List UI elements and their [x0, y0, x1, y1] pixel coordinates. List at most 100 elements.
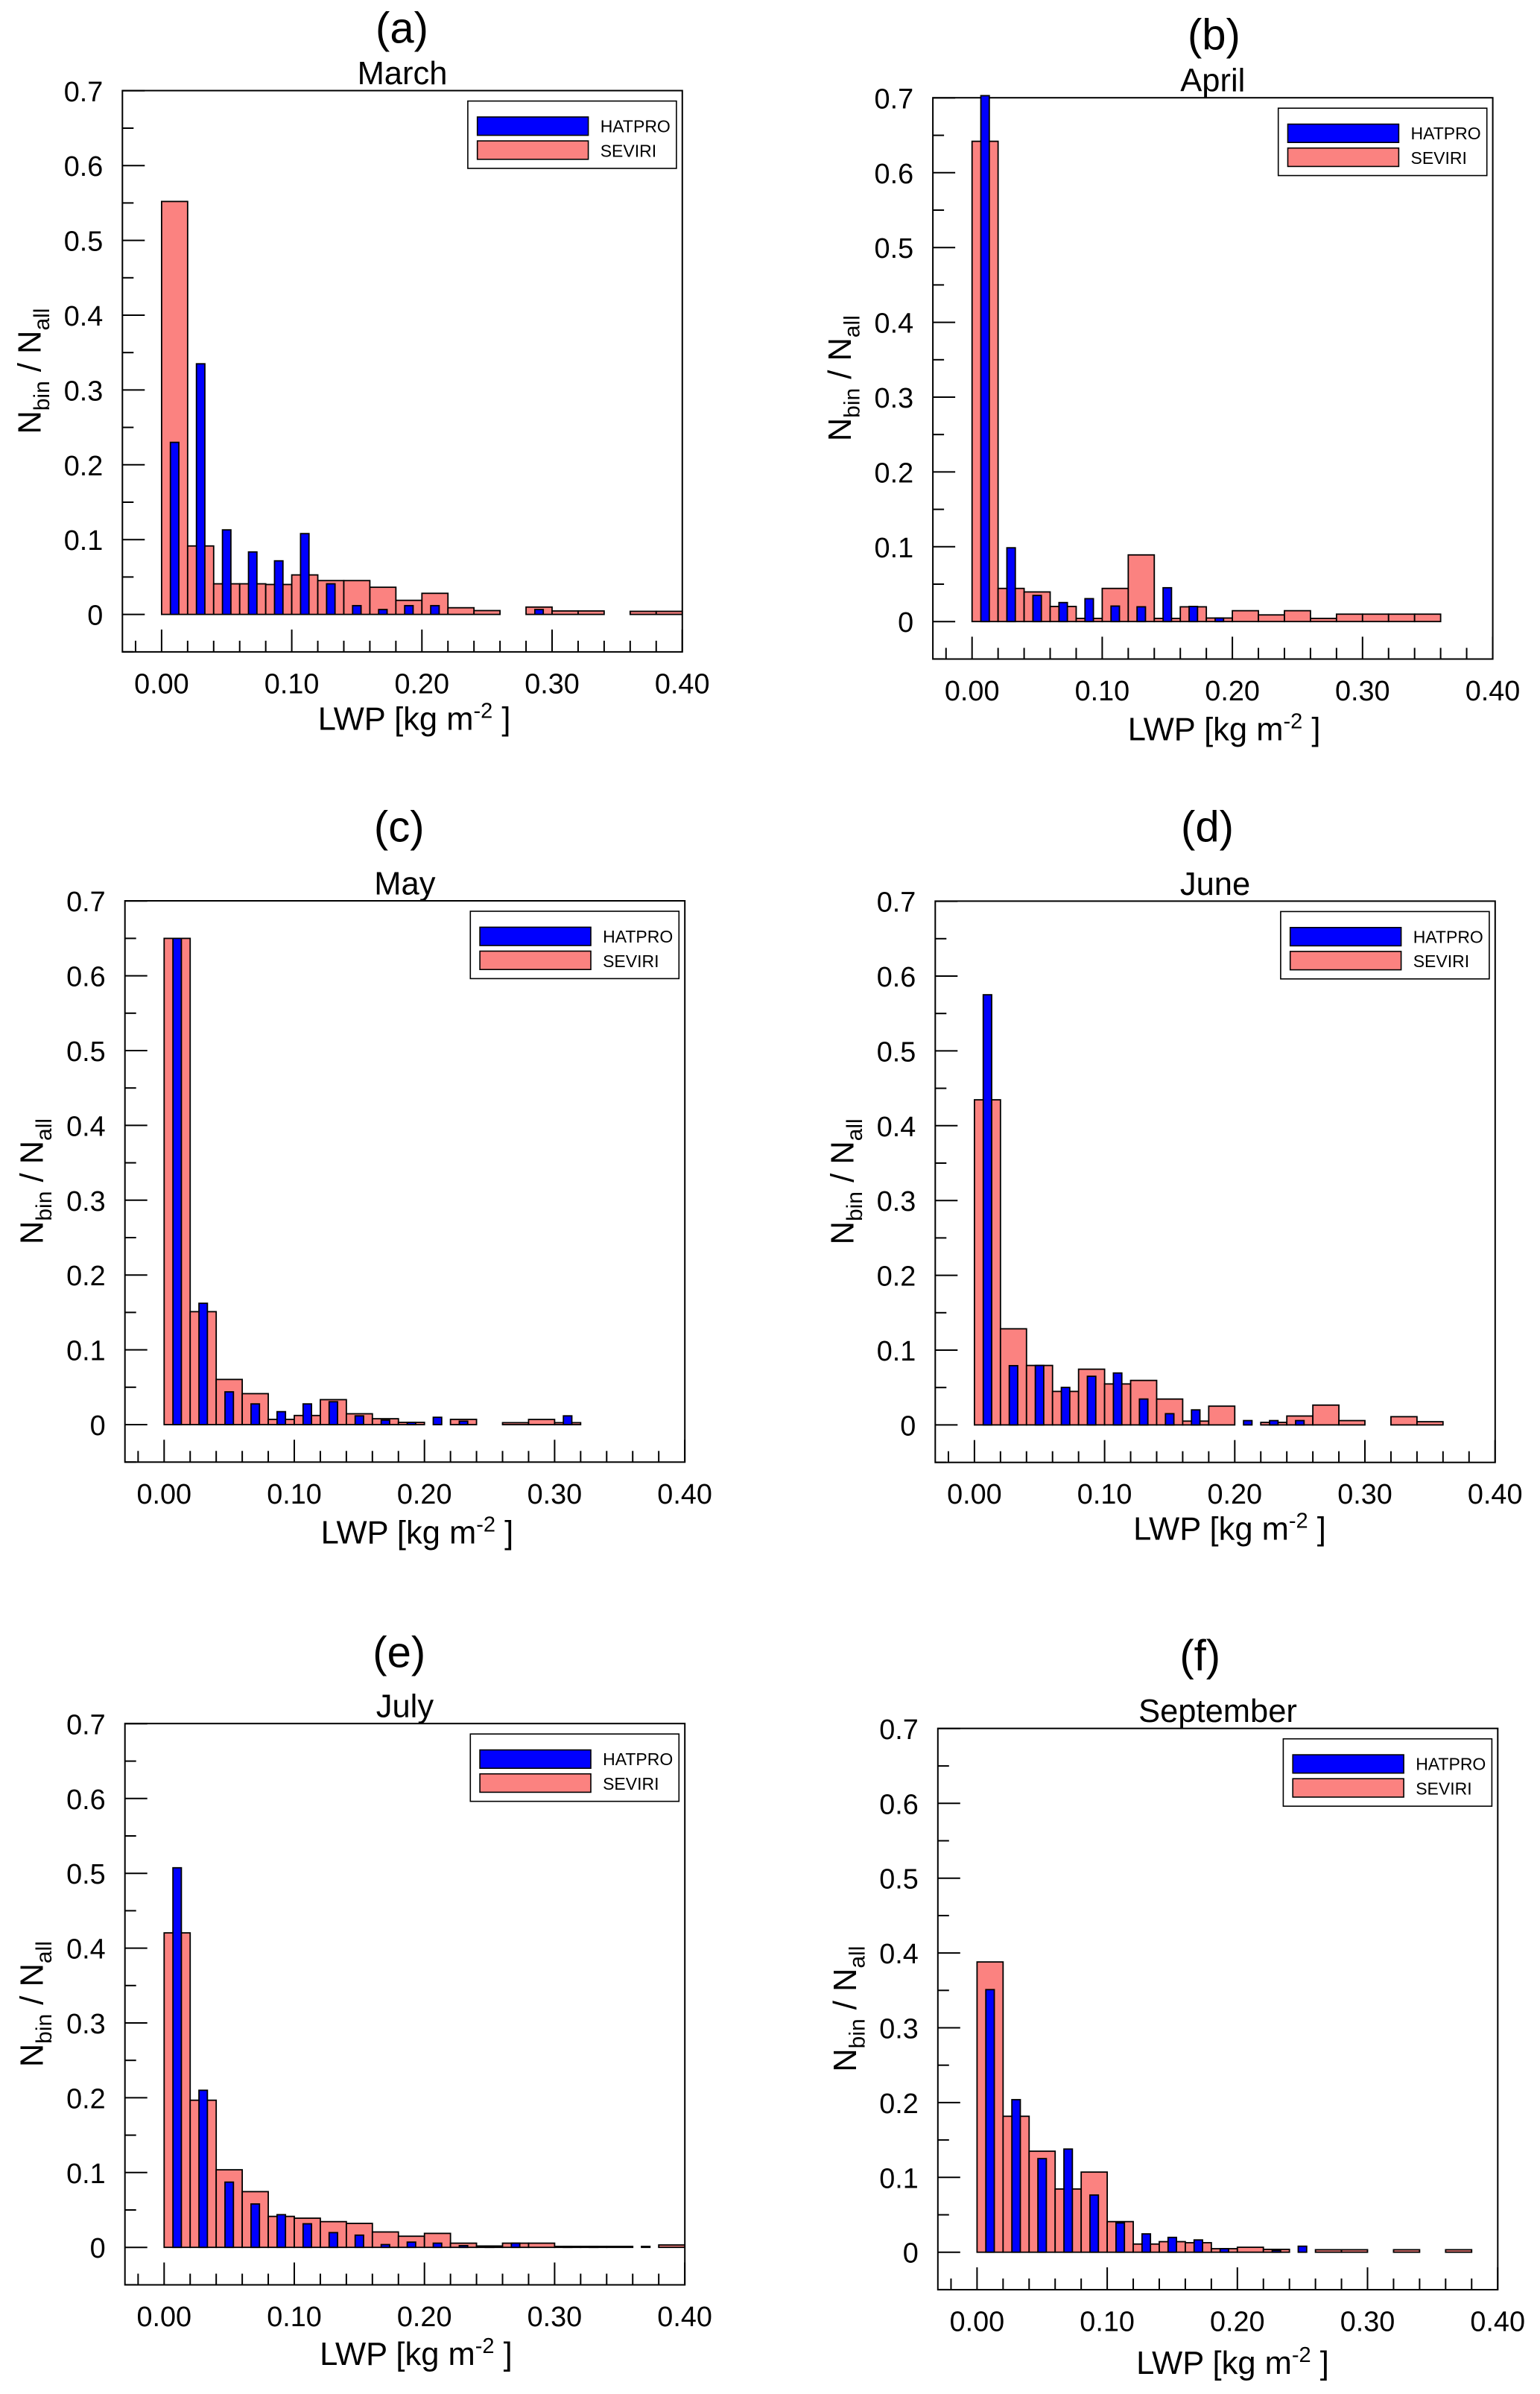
svg-text:0.1: 0.1: [66, 1336, 106, 1367]
svg-text:SEVIRI: SEVIRI: [603, 1774, 659, 1793]
svg-text:March: March: [358, 56, 448, 92]
svg-text:0.1: 0.1: [875, 533, 914, 564]
svg-text:0.4: 0.4: [66, 1934, 106, 1966]
svg-text:LWP [kg m-2 ]: LWP [kg m-2 ]: [320, 2334, 513, 2372]
svg-text:0.3: 0.3: [64, 376, 104, 407]
svg-text:HATPRO: HATPRO: [603, 927, 673, 946]
svg-text:0.6: 0.6: [66, 1785, 106, 1816]
svg-text:Nbin / Nall: Nbin / Nall: [12, 308, 54, 434]
svg-text:0.20: 0.20: [397, 2302, 452, 2333]
svg-text:0.3: 0.3: [66, 2009, 106, 2040]
svg-text:0.7: 0.7: [64, 77, 104, 108]
svg-text:HATPRO: HATPRO: [603, 1749, 673, 1769]
svg-text:0.10: 0.10: [267, 1479, 322, 1510]
svg-text:0.20: 0.20: [397, 1479, 452, 1510]
svg-text:(f): (f): [1179, 1632, 1220, 1680]
svg-text:0: 0: [900, 1410, 916, 1442]
svg-text:0.00: 0.00: [137, 1479, 192, 1510]
svg-text:Nbin / Nall: Nbin / Nall: [828, 1946, 870, 2072]
svg-text:0.40: 0.40: [1465, 676, 1521, 707]
svg-text:HATPRO: HATPRO: [601, 117, 671, 136]
svg-text:0.7: 0.7: [879, 1714, 919, 1746]
svg-text:0: 0: [87, 601, 103, 632]
svg-text:0.7: 0.7: [877, 887, 916, 919]
svg-text:0.5: 0.5: [66, 1036, 106, 1068]
svg-text:April: April: [1180, 63, 1245, 99]
svg-text:0.2: 0.2: [877, 1261, 916, 1293]
svg-text:0.30: 0.30: [1337, 1479, 1392, 1510]
svg-text:0.20: 0.20: [1210, 2307, 1265, 2338]
svg-text:0.2: 0.2: [875, 457, 914, 489]
svg-text:LWP [kg m-2 ]: LWP [kg m-2 ]: [1136, 2343, 1329, 2381]
svg-text:0.5: 0.5: [875, 233, 914, 265]
svg-text:0.6: 0.6: [877, 962, 916, 993]
svg-text:0.40: 0.40: [657, 1479, 712, 1510]
svg-text:0.2: 0.2: [879, 2089, 919, 2120]
svg-text:0.6: 0.6: [879, 1789, 919, 1820]
svg-text:LWP [kg m-2 ]: LWP [kg m-2 ]: [1128, 710, 1321, 748]
svg-text:HATPRO: HATPRO: [1416, 1755, 1486, 1774]
svg-text:0: 0: [898, 607, 913, 639]
svg-text:SEVIRI: SEVIRI: [601, 141, 656, 160]
svg-text:0.00: 0.00: [137, 2302, 192, 2333]
svg-text:0.3: 0.3: [875, 383, 914, 414]
svg-text:0.30: 0.30: [1340, 2307, 1395, 2338]
svg-text:LWP [kg m-2 ]: LWP [kg m-2 ]: [318, 700, 511, 738]
svg-text:July: July: [376, 1689, 434, 1725]
svg-text:0.40: 0.40: [1470, 2307, 1525, 2338]
svg-text:0.4: 0.4: [875, 308, 914, 340]
svg-text:0.20: 0.20: [1205, 676, 1260, 707]
svg-text:0: 0: [90, 1410, 106, 1442]
svg-text:(b): (b): [1188, 11, 1240, 60]
svg-text:0.30: 0.30: [527, 2302, 583, 2333]
svg-text:0.10: 0.10: [264, 668, 320, 700]
svg-text:(c): (c): [374, 802, 425, 851]
svg-text:0.2: 0.2: [66, 2083, 106, 2115]
svg-text:0.00: 0.00: [947, 1479, 1002, 1510]
svg-text:Nbin / Nall: Nbin / Nall: [823, 315, 865, 441]
svg-text:0.4: 0.4: [66, 1111, 106, 1142]
svg-text:0.3: 0.3: [877, 1186, 916, 1217]
svg-text:0.00: 0.00: [950, 2307, 1005, 2338]
svg-text:0.1: 0.1: [877, 1336, 916, 1367]
svg-text:SEVIRI: SEVIRI: [1413, 951, 1469, 971]
svg-text:HATPRO: HATPRO: [1413, 927, 1483, 946]
svg-text:0.40: 0.40: [655, 668, 710, 700]
svg-text:0.30: 0.30: [1335, 676, 1390, 707]
svg-text:0.30: 0.30: [525, 668, 580, 700]
svg-text:0.6: 0.6: [66, 962, 106, 993]
svg-text:0.20: 0.20: [395, 668, 450, 700]
svg-text:0.40: 0.40: [657, 2302, 712, 2333]
svg-text:0.10: 0.10: [1077, 1479, 1132, 1510]
svg-text:0.6: 0.6: [64, 151, 104, 183]
svg-text:0.7: 0.7: [875, 83, 914, 115]
svg-text:0.1: 0.1: [879, 2163, 919, 2194]
svg-text:0.5: 0.5: [877, 1036, 916, 1068]
svg-text:SEVIRI: SEVIRI: [1411, 148, 1467, 168]
svg-text:0.1: 0.1: [66, 2159, 106, 2190]
svg-text:SEVIRI: SEVIRI: [1416, 1779, 1471, 1799]
svg-text:June: June: [1180, 867, 1250, 902]
svg-text:0.2: 0.2: [64, 451, 104, 482]
svg-text:0.3: 0.3: [879, 2014, 919, 2045]
svg-text:LWP [kg m-2 ]: LWP [kg m-2 ]: [321, 1513, 514, 1551]
svg-text:0.1: 0.1: [64, 525, 104, 557]
svg-text:HATPRO: HATPRO: [1411, 124, 1481, 143]
svg-text:0.00: 0.00: [945, 676, 1000, 707]
svg-text:Nbin / Nall: Nbin / Nall: [825, 1118, 867, 1244]
svg-text:0.7: 0.7: [66, 1709, 106, 1741]
svg-text:September: September: [1138, 1694, 1297, 1729]
svg-text:0.5: 0.5: [66, 1859, 106, 1890]
svg-text:0.2: 0.2: [66, 1261, 106, 1292]
svg-text:May: May: [374, 866, 435, 902]
svg-text:0.10: 0.10: [1075, 676, 1130, 707]
svg-text:SEVIRI: SEVIRI: [603, 951, 659, 971]
svg-text:Nbin / Nall: Nbin / Nall: [15, 1941, 57, 2067]
svg-text:0.4: 0.4: [879, 1939, 919, 1970]
svg-text:0.7: 0.7: [66, 887, 106, 918]
svg-text:0.20: 0.20: [1208, 1479, 1263, 1510]
svg-text:0.10: 0.10: [267, 2302, 322, 2333]
svg-text:0.5: 0.5: [64, 227, 104, 258]
svg-text:0.30: 0.30: [527, 1479, 583, 1510]
svg-text:Nbin / Nall: Nbin / Nall: [15, 1118, 57, 1244]
